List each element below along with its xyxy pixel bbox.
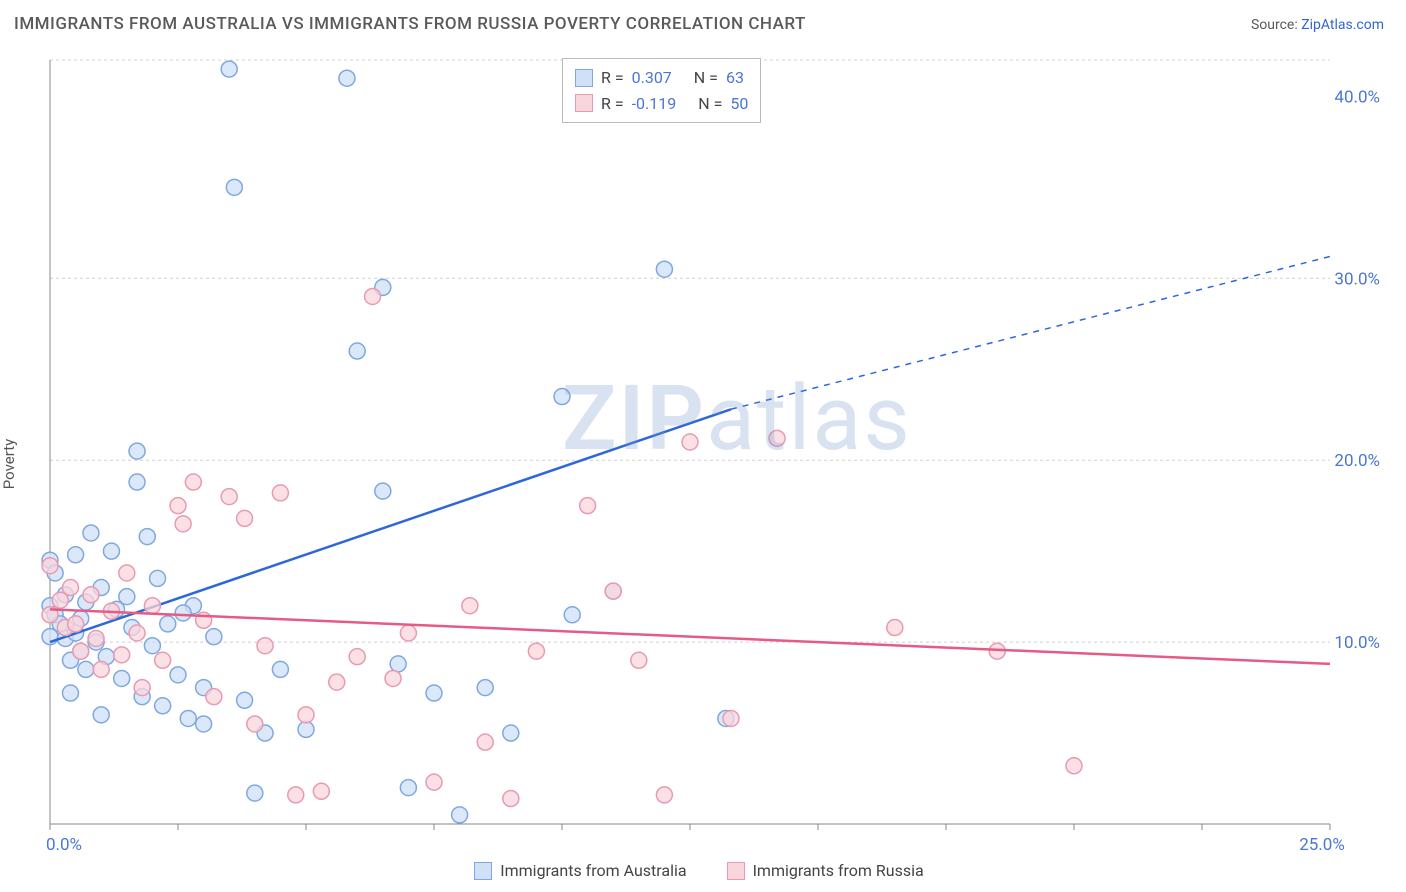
correlation-stats-box: R =0.307N =63R =-0.119N =50 [562, 58, 761, 123]
svg-text:0.0%: 0.0% [46, 835, 82, 855]
legend-item-russia: Immigrants from Russia [727, 861, 924, 880]
stats-n-label: N = [694, 65, 718, 91]
stats-n-value: 50 [730, 91, 748, 117]
stats-n-label: N = [698, 91, 722, 117]
legend-item-australia: Immigrants from Australia [474, 861, 686, 880]
stats-row-russia: R = -0.119 N = 50 [575, 91, 748, 117]
stats-row-australia: R = 0.307 N = 63 [575, 65, 748, 91]
chart-header: IMMIGRANTS FROM AUSTRALIA VS IMMIGRANTS … [0, 0, 1406, 40]
stats-n-value: 63 [726, 65, 744, 91]
legend-label: Immigrants from Australia [500, 861, 686, 880]
scatter-chart-svg: 10.0% 20.0% 30.0% 40.0% 0.0% 25.0% [14, 48, 1384, 868]
legend-bottom: Immigrants from Australia Immigrants from… [14, 861, 1384, 880]
swatch-icon [575, 69, 593, 87]
stats-r-value: -0.119 [632, 91, 677, 117]
legend-label: Immigrants from Russia [753, 861, 924, 880]
swatch-icon [575, 94, 593, 112]
swatch-icon [474, 862, 492, 880]
chart-title: IMMIGRANTS FROM AUSTRALIA VS IMMIGRANTS … [14, 14, 806, 34]
source-prefix: Source: [1251, 17, 1301, 33]
stats-r-label: R = [601, 91, 624, 117]
stats-r-value: 0.307 [632, 65, 672, 91]
swatch-icon [727, 862, 745, 880]
chart-area: Poverty 10.0%20.0%30.0%40.0%0.0%25.0% ZI… [14, 48, 1384, 880]
svg-text:20.0%: 20.0% [1334, 451, 1380, 471]
y-axis-label: Poverty [0, 439, 18, 489]
svg-text:40.0%: 40.0% [1334, 87, 1380, 107]
svg-text:10.0%: 10.0% [1334, 633, 1380, 653]
stats-r-label: R = [601, 65, 624, 91]
svg-text:30.0%: 30.0% [1334, 269, 1380, 289]
source-link[interactable]: ZipAtlas.com [1301, 17, 1384, 33]
chart-source: Source: ZipAtlas.com [1251, 17, 1384, 33]
svg-text:25.0%: 25.0% [1299, 835, 1345, 855]
